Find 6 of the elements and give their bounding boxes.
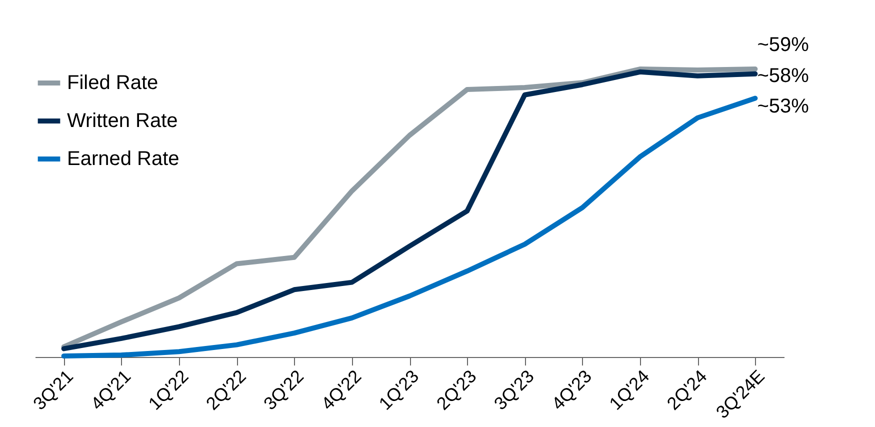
legend-label: Filed Rate (67, 72, 158, 94)
data-label: ~59% (757, 34, 810, 56)
legend-label: Written Rate (67, 110, 178, 132)
data-label: ~58% (757, 64, 810, 87)
data-label: ~53% (757, 95, 810, 118)
legend-label: Earned Rate (67, 148, 180, 170)
